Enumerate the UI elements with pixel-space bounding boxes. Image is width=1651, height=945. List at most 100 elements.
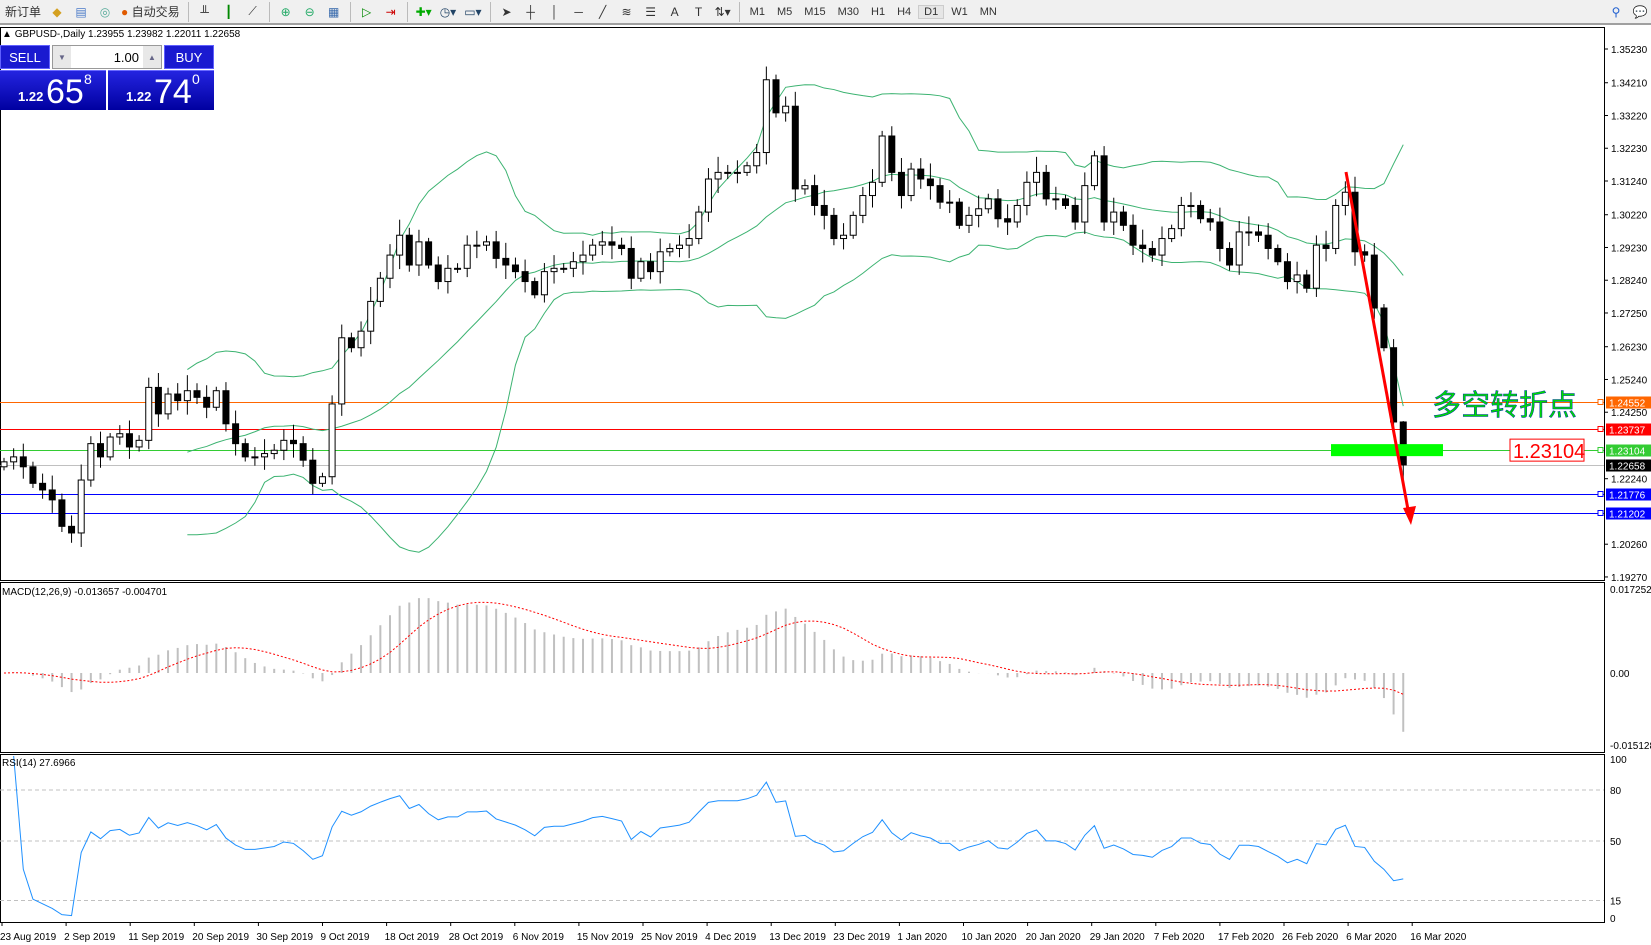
candle-body [704,178,712,213]
candle-body [1226,247,1234,266]
candle-body [1283,261,1291,283]
candle-body [309,459,317,484]
candle-body [396,234,404,256]
equidistant-channel-icon[interactable]: ≋ [621,4,632,19]
candle-body [878,135,886,183]
candle-body [888,135,896,173]
crosshair-icon[interactable]: ┼ [526,4,535,19]
candle-body [1042,171,1050,200]
candle-body [1216,221,1224,249]
candle-body [318,476,326,484]
buy-button[interactable]: BUY [164,45,214,69]
candle-body [1013,204,1021,223]
lot-increase-icon[interactable]: ▲ [143,46,161,68]
candle-body [386,254,394,279]
zoom-in-icon[interactable]: ⊕ [280,4,291,19]
candle-body [1245,231,1253,234]
candle-body [1380,307,1388,349]
candle-body [39,482,47,491]
timeframe-h1[interactable]: H1 [871,5,886,18]
bar-chart-icon[interactable]: ╨ [200,4,209,19]
auto-trade-button[interactable]: ● 自动交易 [118,1,183,23]
timeframe-m15[interactable]: M15 [804,5,826,18]
candle-body [984,198,992,210]
price-level-tag [1606,396,1651,409]
templates-icon[interactable]: ▭▾ [464,4,482,19]
timeframe-m30[interactable]: M30 [837,5,860,18]
lot-size-input[interactable] [71,49,143,65]
annotations[interactable]: 多空转折点 1.23104 [1331,171,1585,525]
candle-body [367,300,375,332]
text-label-icon[interactable]: T [694,4,703,19]
horizontal-line-icon[interactable]: ─ [574,4,583,19]
sell-price[interactable]: 1.22 65 8 [0,70,106,110]
price-tick-label: 1.33220 [1611,111,1648,122]
candle-body [1293,274,1301,283]
timeframe-m1[interactable]: M1 [749,5,765,18]
auto-scroll-icon[interactable]: ▷ [362,4,372,19]
candle-body [656,251,664,273]
vertical-line-icon[interactable]: │ [550,4,559,19]
candle-body [164,393,172,415]
lot-decrease-icon[interactable]: ▼ [53,46,71,68]
price-level-label: 1.24552 [1609,399,1646,410]
candle-body [647,261,655,273]
candle-body [695,211,703,240]
new-order-button[interactable]: 新订单 [5,5,42,19]
candlestick-icon[interactable]: ┃ [225,4,233,19]
date-tick-label: 6 Nov 2019 [513,932,565,943]
buy-price-fraction: 0 [192,71,200,87]
timeframe-m5[interactable]: M5 [776,5,793,18]
sell-button[interactable]: SELL [0,45,50,69]
rsi-label: RSI(14) 27.6966 [2,758,76,769]
candle-body [174,393,182,402]
signal-icon[interactable]: ◎ [99,4,111,19]
date-tick-label: 15 Nov 2019 [577,932,634,943]
candle-body [251,456,259,459]
candle-body [193,390,201,398]
price-tick-label: 1.35230 [1611,45,1648,56]
candle-body [724,171,732,174]
cursor-icon[interactable]: ➤ [501,4,512,19]
candle-body [994,198,1002,220]
candle-body [183,390,191,402]
price-tick-label: 1.31240 [1611,177,1648,188]
buy-price-prefix: 1.22 [126,89,152,104]
candle-body [1129,224,1137,246]
navigator-icon[interactable]: ▤ [75,4,87,19]
lot-size-field: ▼ ▲ [52,45,162,69]
candle-body [955,201,963,226]
periods-icon[interactable]: ◷▾ [439,4,457,19]
fibonacci-icon[interactable]: ☰ [645,4,656,19]
candle-body [261,453,269,458]
price-level-handle [1597,399,1604,405]
candle-body [87,443,95,481]
timeframe-h4[interactable]: H4 [897,5,912,18]
chart-shift-icon[interactable]: ⇥ [385,4,396,19]
metaeditor-icon[interactable]: ◆ [52,4,62,19]
candle-body [1332,204,1340,249]
candle-body [425,241,433,266]
price-chart[interactable]: 1.245521.237371.231041.226581.217761.212… [0,27,1651,945]
timeframe-d1[interactable]: D1 [918,4,945,19]
text-icon[interactable]: A [670,4,679,19]
zoom-out-icon[interactable]: ⊖ [304,4,315,19]
candle-body [1235,231,1243,266]
chat-icon[interactable]: 💬 [1632,4,1648,19]
search-icon[interactable]: ⚲ [1611,4,1621,19]
timeframe-w1[interactable]: W1 [951,5,968,18]
divider [268,1,270,22]
tile-windows-icon[interactable]: ▦ [327,4,340,19]
trendline-icon[interactable]: ╱ [598,4,607,19]
auto-trade-label: 自动交易 [131,5,180,19]
line-chart-icon[interactable]: ⟋ [248,4,257,18]
indicators-icon[interactable]: ✚▾ [415,4,432,19]
rsi-panel: RSI(14) 27.6966 100 80 50 15 0 [0,755,1627,925]
price-level-label: 1.21202 [1609,510,1646,521]
macd-panel: MACD(12,26,9) -0.013657 -0.004701 0.01725… [2,585,1651,752]
timeframe-mn[interactable]: MN [979,5,997,18]
arrows-icon[interactable]: ⇅▾ [714,4,731,19]
buy-price[interactable]: 1.22 74 0 [108,70,214,110]
auto-trade-icon: ● [121,4,129,19]
candle-body [222,390,230,425]
